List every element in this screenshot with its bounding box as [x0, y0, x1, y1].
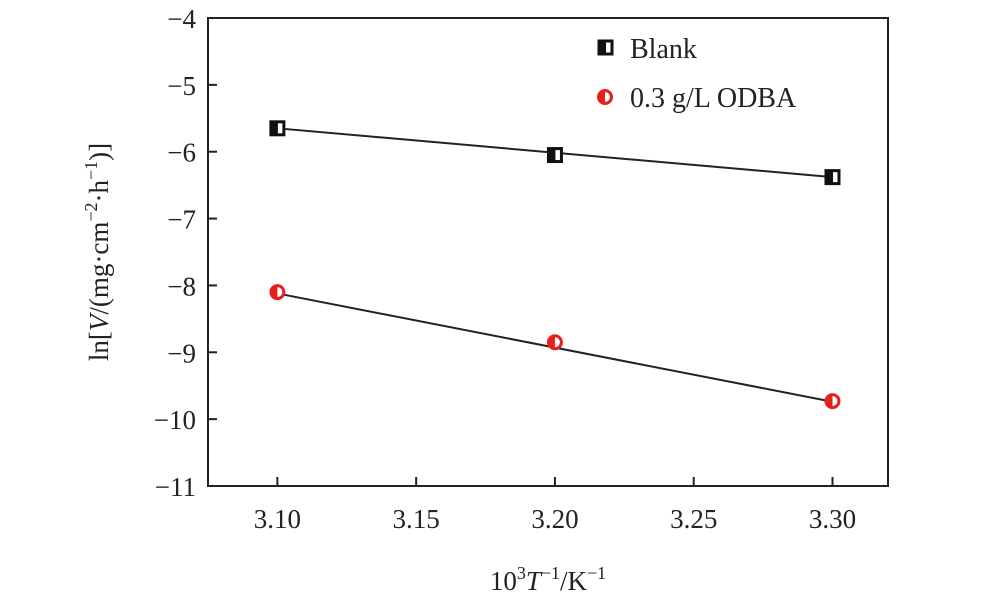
point-odba-fill [825, 394, 833, 408]
y-tick-label: −4 [167, 4, 196, 34]
x-axis-title-symbol: T [526, 566, 543, 596]
x-axis-ticks: 3.10 3.15 3.20 3.25 3.30 [254, 477, 856, 534]
legend-marker-odba-fill [598, 90, 605, 104]
y-tick-label: −5 [167, 71, 196, 101]
y-axis-title-unit-a: /(mg·cm [84, 222, 114, 315]
y-axis-title: ln[V/(mg·cm−2·h−1)] [81, 143, 114, 361]
y-tick-label: −6 [167, 138, 196, 168]
point-odba-fill [270, 285, 278, 299]
x-axis-title-unit-exp: −1 [587, 563, 606, 583]
y-tick-label: −8 [167, 271, 196, 301]
y-tick-label: −10 [154, 405, 196, 435]
data-markers [269, 120, 841, 410]
x-axis-title: 103T−1/K−1 [490, 563, 606, 596]
legend-label-blank: Blank [630, 34, 697, 65]
y-axis-title-close: )] [84, 143, 114, 161]
point-blank-fill [270, 121, 278, 135]
y-axis-title-exp-a: −2 [81, 203, 101, 222]
x-tick-label: 3.15 [393, 504, 440, 534]
y-axis-title-exp-b: −1 [81, 161, 101, 180]
x-tick-label: 3.20 [531, 504, 578, 534]
y-tick-label: −7 [167, 205, 196, 235]
point-blank-fill [548, 148, 556, 162]
x-tick-label: 3.25 [670, 504, 717, 534]
fit-lines [277, 127, 833, 403]
y-axis-title-unit-b: ·h [84, 180, 114, 203]
y-tick-label: −11 [155, 472, 196, 502]
y-axis-title-symbol: V [84, 311, 114, 331]
y-axis-title-prefix: ln[ [84, 331, 114, 361]
x-tick-label: 3.10 [254, 504, 301, 534]
legend-marker-blank-fill [599, 41, 606, 54]
x-axis-title-unit: /K [560, 566, 588, 596]
point-blank-fill [825, 170, 833, 184]
legend: Blank 0.3 g/L ODBA [597, 34, 797, 114]
legend-label-odba: 0.3 g/L ODBA [630, 83, 797, 114]
plot-frame [207, 17, 889, 487]
y-axis-ticks: −4 −5 −6 −7 −8 −9 −10 −11 [154, 4, 217, 502]
y-tick-label: −9 [167, 338, 196, 368]
x-tick-label: 3.30 [809, 504, 856, 534]
x-axis-title-symbol-exp: −1 [541, 563, 560, 583]
x-axis-title-exp: 3 [517, 563, 526, 583]
x-axis-title-base: 10 [490, 566, 517, 596]
point-odba-fill [548, 335, 555, 349]
